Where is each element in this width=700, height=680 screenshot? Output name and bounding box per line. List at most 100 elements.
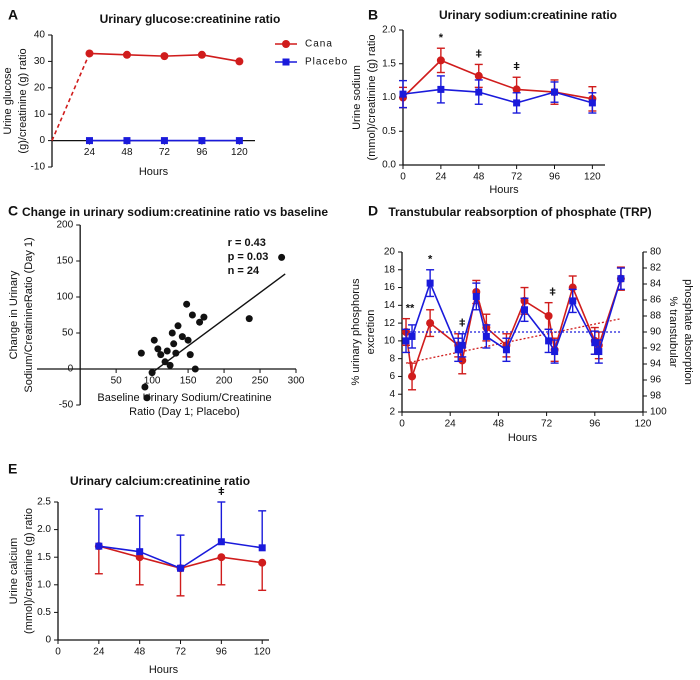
series-line [402, 59, 442, 99]
series-line [516, 91, 555, 104]
x-tick-label: 120 [231, 147, 248, 158]
marker [545, 337, 553, 345]
x-tick-label: 48 [134, 647, 146, 658]
series-line [89, 52, 127, 56]
marker [188, 311, 196, 319]
chart-title: Urinary calcium:creatinine ratio [70, 474, 250, 488]
marker [569, 297, 577, 305]
y-tick-label: 200 [56, 220, 73, 231]
marker [551, 348, 559, 356]
y-tick-label: -10 [31, 162, 46, 173]
y-tick-label: 2 [389, 407, 395, 418]
annotation: ǂ [513, 61, 519, 73]
marker [123, 137, 131, 145]
panel-label: E [8, 461, 17, 477]
marker [157, 351, 165, 359]
marker [235, 137, 243, 145]
x-tick-label: 300 [288, 376, 305, 387]
y2-tick-label: 94 [650, 359, 662, 370]
marker [191, 365, 199, 373]
legend-marker [282, 40, 290, 48]
marker [617, 275, 625, 283]
marker [512, 85, 521, 94]
annotation: ǂ [549, 287, 555, 299]
marker [186, 351, 194, 359]
y-tick-label: 2.5 [37, 497, 51, 508]
y-tick-label: 14 [384, 300, 396, 311]
y2-axis-label: % transtubular [667, 297, 679, 368]
x-tick-label: 200 [216, 376, 233, 387]
series-line [461, 296, 478, 346]
marker [258, 558, 267, 567]
marker [198, 137, 206, 145]
marker [399, 90, 407, 98]
marker [160, 52, 169, 61]
series-line [221, 540, 263, 549]
x-tick-label: 24 [435, 172, 447, 183]
marker [454, 346, 462, 354]
y-axis-label: % urinary phosphorus [350, 278, 362, 386]
marker [551, 88, 558, 96]
marker [402, 337, 410, 345]
chart-title: Change in urinary sodium:creatinine rati… [22, 205, 328, 219]
marker [197, 50, 206, 59]
y-tick-label: 2.0 [382, 25, 396, 36]
stat-text: p = 0.03 [228, 251, 269, 263]
marker [150, 336, 158, 344]
marker [521, 306, 529, 314]
y-axis-label: Urine glucose [2, 67, 14, 134]
y2-tick-label: 80 [650, 247, 662, 258]
legend-label: Cana [305, 39, 333, 50]
x-axis-label: Hours [489, 184, 519, 196]
y2-tick-label: 88 [650, 311, 662, 322]
marker [178, 333, 186, 341]
marker [217, 553, 226, 562]
y-axis-label: (g)/creatinine (g) ratio [17, 48, 29, 153]
series-line [98, 545, 140, 558]
x-tick-label: 96 [216, 647, 228, 658]
marker [437, 85, 445, 93]
series-line [139, 550, 181, 569]
y-tick-label: 6 [389, 371, 395, 382]
y-tick-label: 4 [389, 389, 395, 400]
marker [143, 394, 151, 402]
y2-tick-label: 90 [650, 327, 662, 338]
marker [217, 538, 225, 546]
marker [168, 329, 176, 337]
marker [426, 319, 435, 328]
panel-label: A [8, 7, 18, 23]
series-line [475, 296, 488, 337]
marker [474, 71, 483, 80]
y-tick-label: 2.0 [37, 524, 51, 535]
x-axis-label: Hours [139, 166, 169, 178]
chart-title: Urinary glucose:creatinine ratio [100, 12, 281, 26]
x-tick-label: 250 [252, 376, 269, 387]
x-tick-label: 72 [159, 147, 171, 158]
marker [436, 56, 445, 65]
y-tick-label: 1.5 [37, 552, 51, 563]
x-axis-label: Ratio (Day 1; Placebo) [129, 406, 240, 418]
y-tick-label: 8 [389, 353, 395, 364]
marker [544, 312, 553, 320]
x-axis-label: Hours [149, 664, 179, 676]
marker [183, 300, 191, 308]
y2-axis-label: phosphate absorption [682, 279, 694, 385]
x-tick-label: 24 [93, 647, 105, 658]
marker [141, 383, 149, 391]
x-tick-label: 72 [175, 647, 187, 658]
marker [475, 88, 483, 96]
x-tick-label: 48 [473, 172, 485, 183]
series-line [180, 541, 222, 569]
annotation: ** [406, 303, 415, 315]
y-tick-label: 20 [34, 82, 46, 93]
series-line [164, 54, 202, 57]
marker [408, 332, 416, 340]
x-tick-label: 100 [144, 376, 161, 387]
legend-label: Placebo [305, 57, 348, 68]
trend-line [405, 318, 622, 364]
panel-label: C [8, 203, 18, 219]
series-line [411, 322, 431, 377]
x-axis-label: Hours [508, 432, 538, 444]
x-tick-label: 96 [196, 147, 208, 158]
series-line [554, 91, 593, 104]
